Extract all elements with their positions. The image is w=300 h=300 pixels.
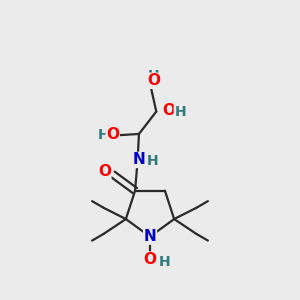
Text: N: N xyxy=(133,152,145,167)
Text: O: O xyxy=(106,127,119,142)
Text: H: H xyxy=(158,255,170,269)
Text: O: O xyxy=(143,252,157,267)
Text: O: O xyxy=(147,73,160,88)
Text: H: H xyxy=(147,154,158,168)
Text: H: H xyxy=(98,128,109,142)
Text: H: H xyxy=(174,104,186,118)
Text: O: O xyxy=(162,103,175,118)
Text: N: N xyxy=(144,229,156,244)
Text: O: O xyxy=(98,164,111,179)
Text: H: H xyxy=(148,69,159,83)
